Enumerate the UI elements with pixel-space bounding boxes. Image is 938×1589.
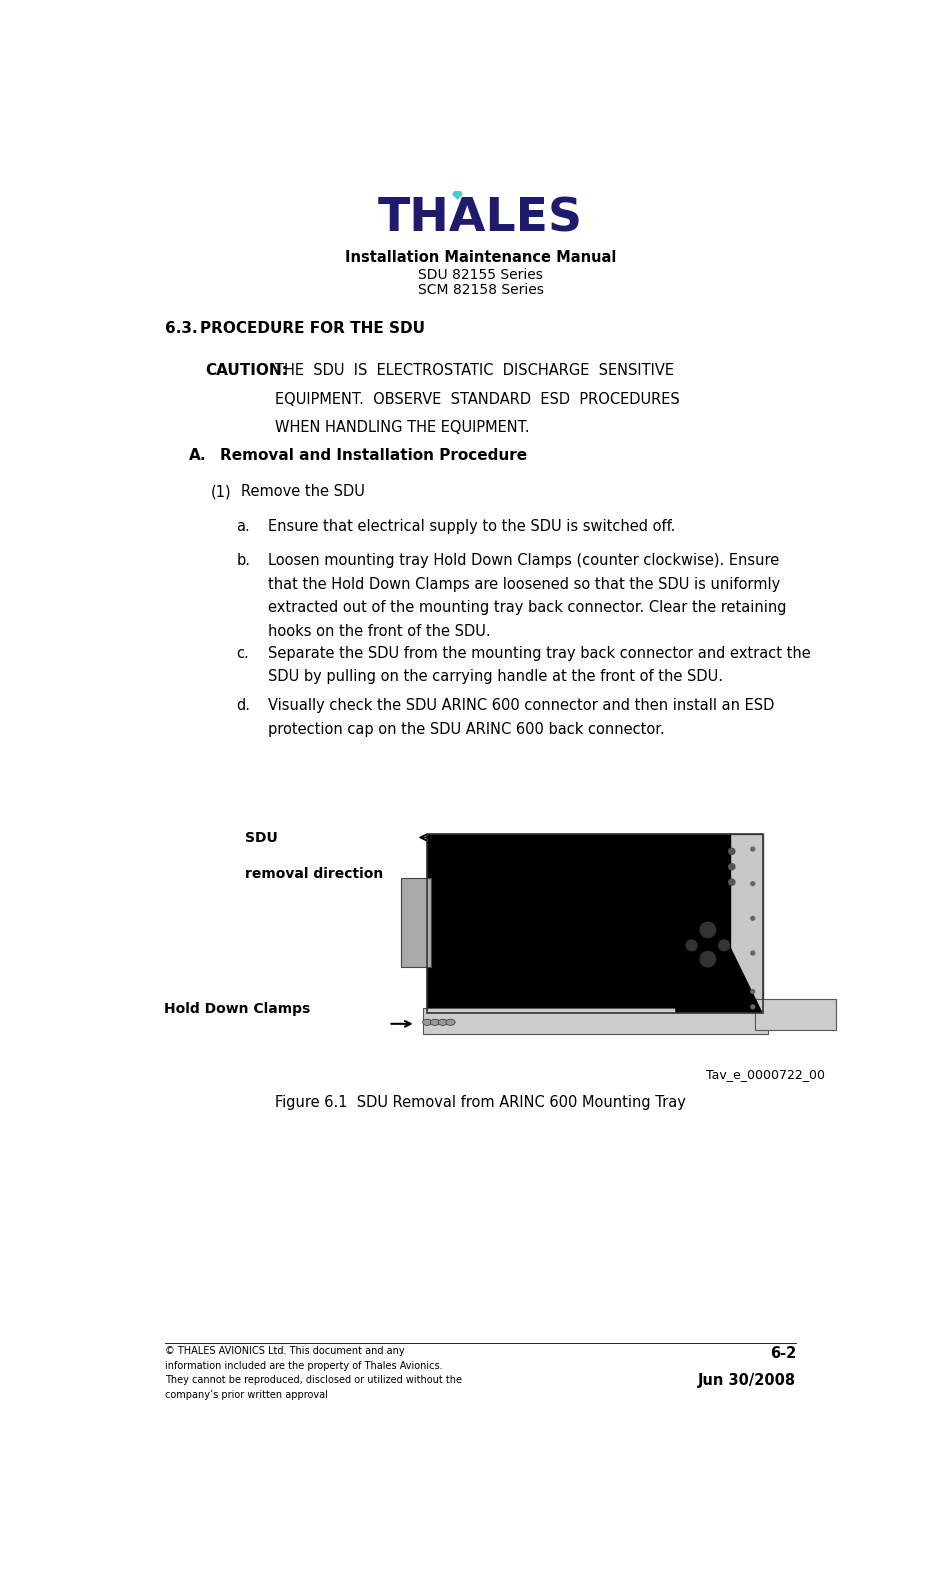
Text: 6.3.: 6.3. bbox=[165, 321, 198, 335]
Text: SDU: SDU bbox=[245, 831, 278, 845]
Ellipse shape bbox=[446, 1019, 455, 1025]
Text: Visually check the SDU ARINC 600 connector and then install an ESD: Visually check the SDU ARINC 600 connect… bbox=[267, 698, 774, 713]
Text: hooks on the front of the SDU.: hooks on the front of the SDU. bbox=[267, 624, 491, 639]
Bar bbox=[427, 834, 730, 1014]
Text: removal direction: removal direction bbox=[245, 866, 384, 880]
Circle shape bbox=[750, 847, 755, 852]
Text: WHEN HANDLING THE EQUIPMENT.: WHEN HANDLING THE EQUIPMENT. bbox=[276, 419, 530, 435]
Bar bbox=[423, 1009, 768, 1034]
Text: Installation Maintenance Manual: Installation Maintenance Manual bbox=[345, 249, 616, 265]
Circle shape bbox=[700, 952, 716, 966]
Text: Figure 6.1  SDU Removal from ARINC 600 Mounting Tray: Figure 6.1 SDU Removal from ARINC 600 Mo… bbox=[275, 1095, 687, 1111]
Text: THALES: THALES bbox=[378, 197, 583, 242]
Circle shape bbox=[750, 917, 755, 920]
Text: SDU 82155 Series: SDU 82155 Series bbox=[418, 267, 543, 281]
Circle shape bbox=[700, 922, 716, 938]
Text: b.: b. bbox=[236, 553, 250, 569]
Text: THE  SDU  IS  ELECTROSTATIC  DISCHARGE  SENSITIVE: THE SDU IS ELECTROSTATIC DISCHARGE SENSI… bbox=[276, 364, 674, 378]
Text: Tav_e_0000722_00: Tav_e_0000722_00 bbox=[706, 1068, 825, 1082]
Ellipse shape bbox=[431, 1019, 440, 1025]
Circle shape bbox=[719, 939, 730, 950]
Text: (1): (1) bbox=[210, 485, 231, 499]
Ellipse shape bbox=[438, 1019, 447, 1025]
Bar bbox=[675, 834, 763, 1014]
Text: A.: A. bbox=[189, 448, 206, 462]
Text: CAUTION:: CAUTION: bbox=[205, 364, 289, 378]
Bar bbox=[755, 999, 837, 1030]
Text: Separate the SDU from the mounting tray back connector and extract the: Separate the SDU from the mounting tray … bbox=[267, 645, 810, 661]
Text: Jun 30/2008: Jun 30/2008 bbox=[698, 1373, 796, 1387]
Text: Hold Down Clamps: Hold Down Clamps bbox=[164, 1003, 310, 1015]
Text: SCM 82158 Series: SCM 82158 Series bbox=[417, 283, 544, 297]
Ellipse shape bbox=[423, 1019, 431, 1025]
Text: a.: a. bbox=[236, 520, 250, 534]
Polygon shape bbox=[675, 834, 763, 1014]
Text: © THALES AVIONICS Ltd. This document and any
information included are the proper: © THALES AVIONICS Ltd. This document and… bbox=[165, 1346, 462, 1400]
Text: SDU by pulling on the carrying handle at the front of the SDU.: SDU by pulling on the carrying handle at… bbox=[267, 669, 722, 685]
Text: protection cap on the SDU ARINC 600 back connector.: protection cap on the SDU ARINC 600 back… bbox=[267, 721, 664, 737]
Text: Ensure that electrical supply to the SDU is switched off.: Ensure that electrical supply to the SDU… bbox=[267, 520, 675, 534]
Bar bbox=[401, 877, 431, 966]
Text: Removal and Installation Procedure: Removal and Installation Procedure bbox=[219, 448, 526, 462]
Circle shape bbox=[750, 882, 755, 885]
Text: 6-2: 6-2 bbox=[770, 1346, 796, 1362]
Text: Loosen mounting tray Hold Down Clamps (counter clockwise). Ensure: Loosen mounting tray Hold Down Clamps (c… bbox=[267, 553, 779, 569]
Circle shape bbox=[750, 952, 755, 955]
Bar bbox=[427, 834, 763, 1014]
Circle shape bbox=[686, 939, 697, 950]
Circle shape bbox=[750, 1004, 755, 1009]
Circle shape bbox=[750, 990, 755, 993]
Text: c.: c. bbox=[236, 645, 250, 661]
Polygon shape bbox=[452, 186, 462, 200]
Text: extracted out of the mounting tray back connector. Clear the retaining: extracted out of the mounting tray back … bbox=[267, 601, 786, 615]
Text: Remove the SDU: Remove the SDU bbox=[241, 485, 365, 499]
Circle shape bbox=[729, 879, 735, 885]
Text: EQUIPMENT.  OBSERVE  STANDARD  ESD  PROCEDURES: EQUIPMENT. OBSERVE STANDARD ESD PROCEDUR… bbox=[276, 391, 680, 407]
Circle shape bbox=[729, 864, 735, 869]
Text: d.: d. bbox=[236, 698, 250, 713]
Text: that the Hold Down Clamps are loosened so that the SDU is uniformly: that the Hold Down Clamps are loosened s… bbox=[267, 577, 779, 591]
Text: PROCEDURE FOR THE SDU: PROCEDURE FOR THE SDU bbox=[200, 321, 425, 335]
Circle shape bbox=[729, 849, 735, 855]
